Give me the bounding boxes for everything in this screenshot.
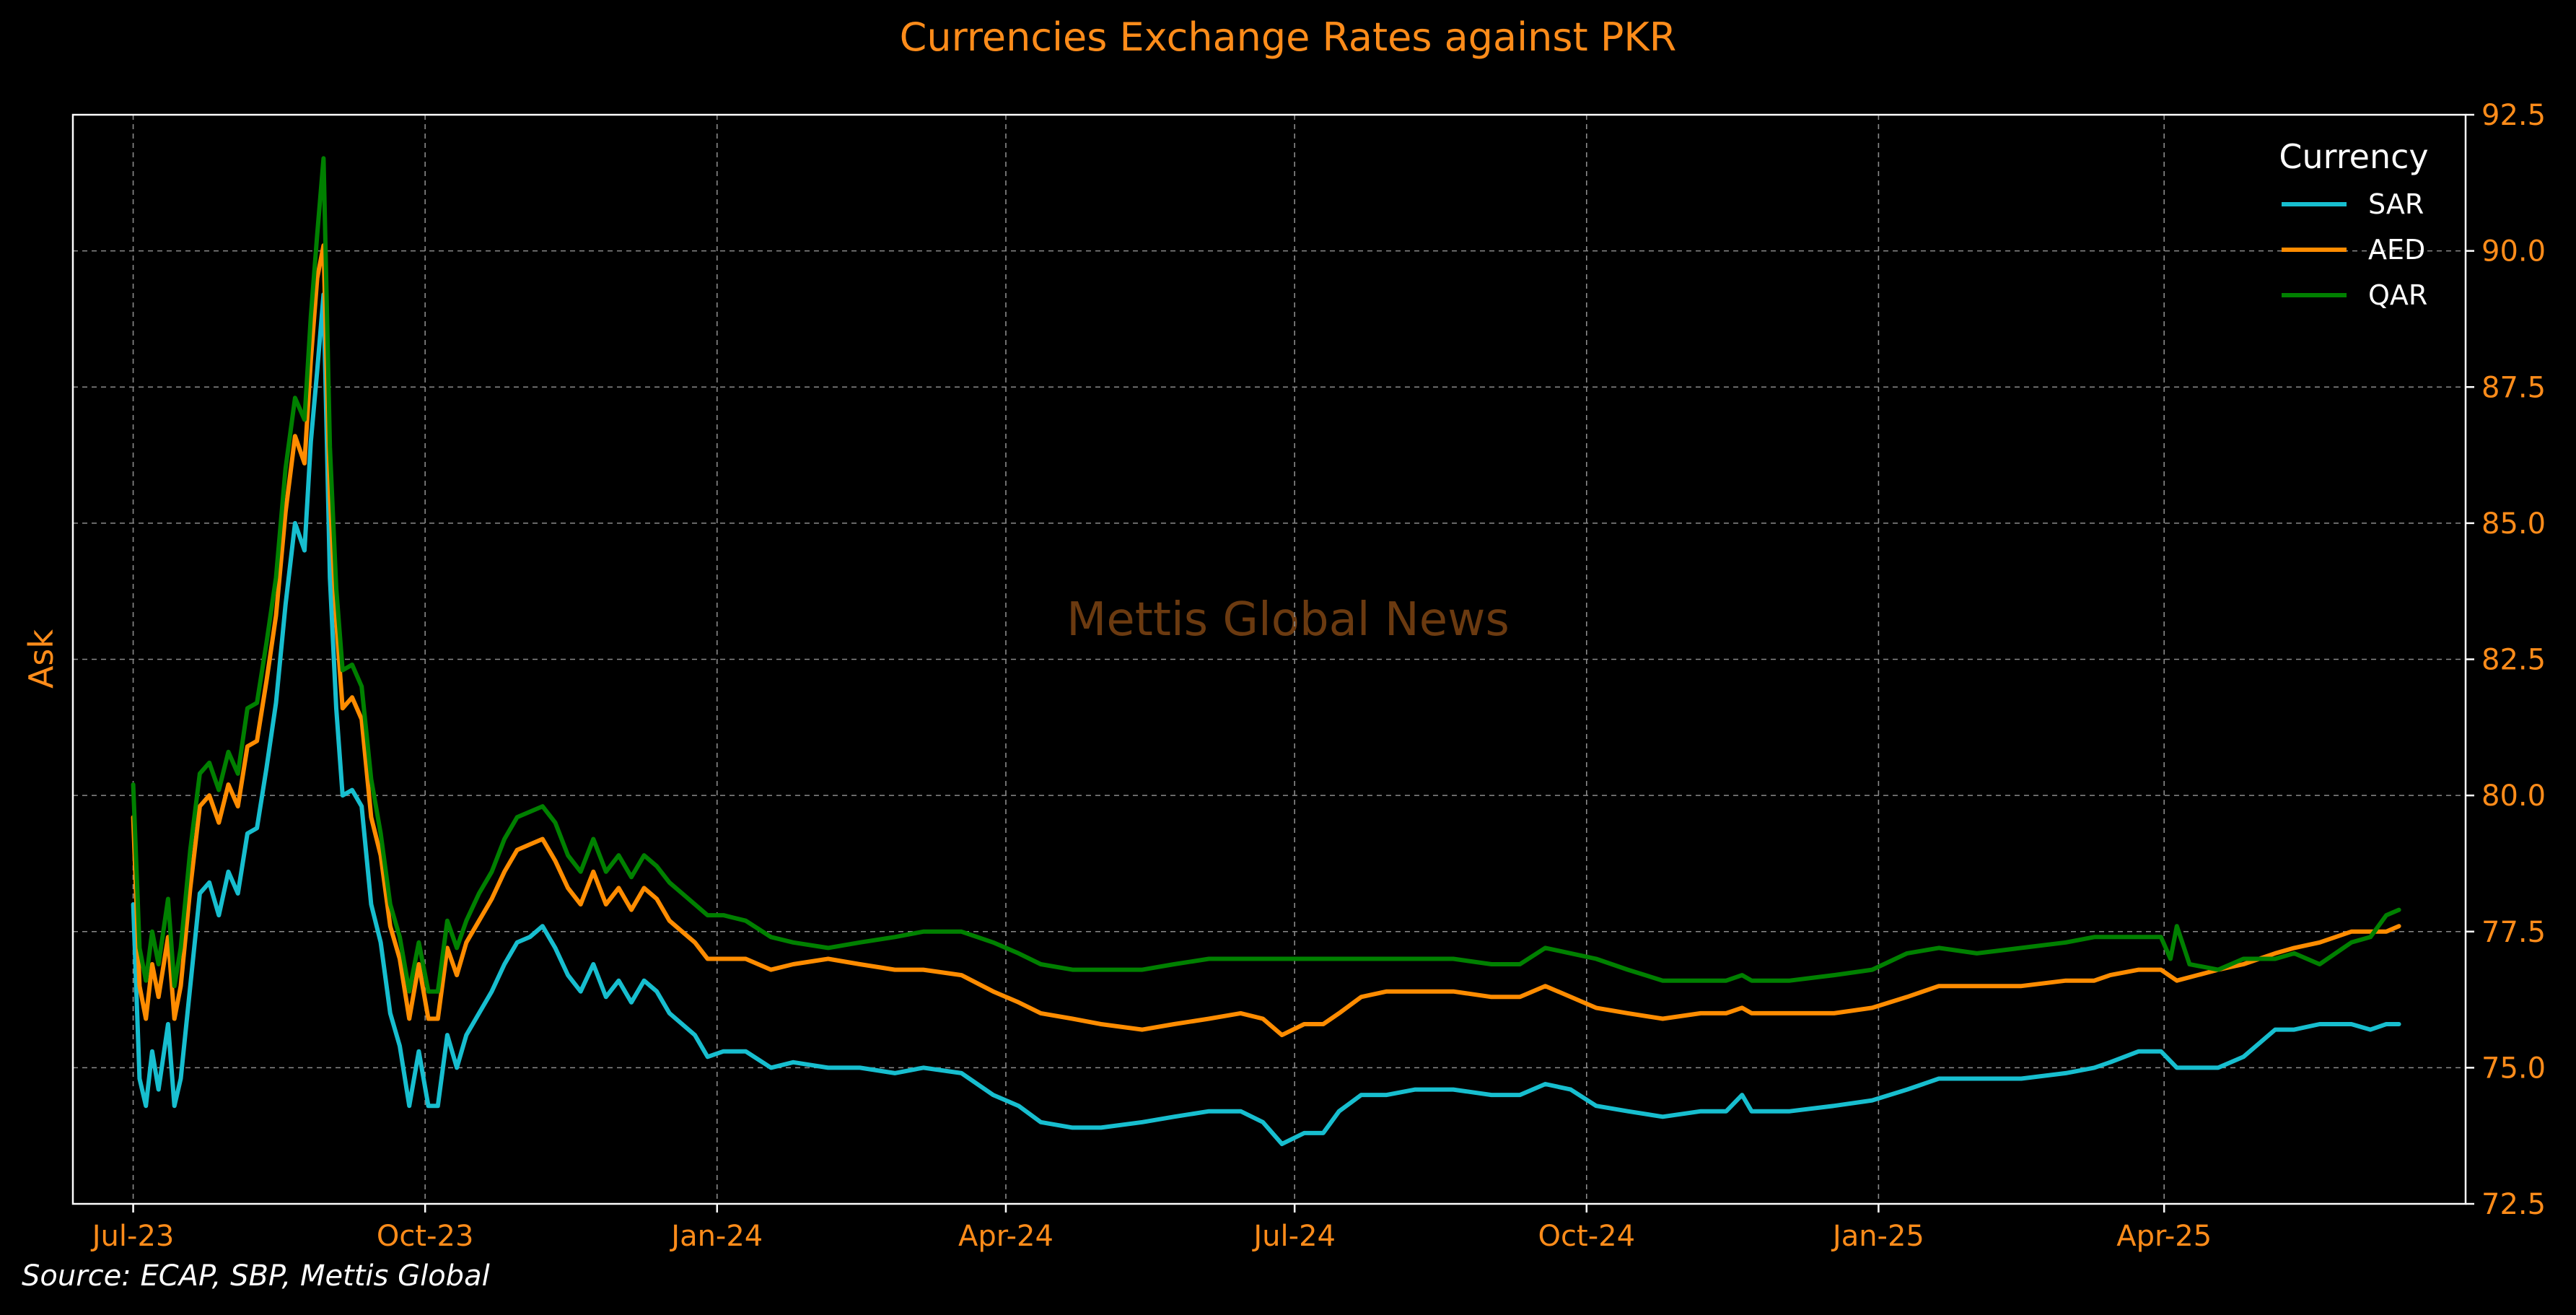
x-tick-label: Jan-24	[669, 1220, 763, 1253]
legend-title: Currency	[2279, 137, 2428, 176]
y-tick-label: 90.0	[2481, 235, 2546, 268]
legend-label-aed: AED	[2368, 234, 2425, 266]
watermark-text: Mettis Global News	[1066, 593, 1510, 647]
x-tick-label: Oct-23	[377, 1220, 474, 1253]
y-tick-label: 87.5	[2481, 371, 2546, 404]
y-tick-label: 85.0	[2481, 507, 2546, 541]
y-tick-label: 92.5	[2481, 99, 2546, 132]
chart-title: Currencies Exchange Rates against PKR	[900, 14, 1677, 60]
legend: Currency SAR AED QAR	[2279, 137, 2428, 311]
legend-label-qar: QAR	[2368, 279, 2427, 311]
x-tick-label: Jul-24	[1251, 1220, 1336, 1253]
y-tick-label: 82.5	[2481, 644, 2546, 677]
series-line-sar	[131, 292, 2401, 1146]
x-tick-label: Apr-25	[2116, 1220, 2212, 1253]
y-tick-label: 77.5	[2481, 916, 2546, 949]
y-axis-label: Ask	[22, 629, 61, 689]
x-tick-label: Jul-23	[90, 1220, 175, 1253]
series-line-aed	[131, 243, 2401, 1038]
y-tick-label: 80.0	[2481, 779, 2546, 813]
x-tick-label: Oct-24	[1538, 1220, 1636, 1253]
grid-layer	[73, 114, 2466, 1205]
source-note: Source: ECAP, SBP, Mettis Global	[22, 1259, 490, 1293]
series-layer	[131, 156, 2401, 1146]
series-line-qar	[131, 156, 2401, 994]
legend-label-sar: SAR	[2368, 188, 2424, 220]
y-axis-ticks: 72.5 75.0 77.5 80.0 82.5 85.0 87.5 90.0 92.5	[2466, 99, 2546, 1221]
y-tick-label: 72.5	[2481, 1188, 2546, 1221]
x-axis-ticks: Jul-23 Oct-23 Jan-24 Apr-24 Jul-24 Oct-24 Jan-…	[90, 1204, 2212, 1253]
x-tick-label: Jan-25	[1831, 1220, 1924, 1253]
y-tick-label: 75.0	[2481, 1052, 2546, 1085]
legend-items: SAR AED QAR	[2282, 188, 2427, 311]
x-tick-label: Apr-24	[958, 1220, 1053, 1253]
